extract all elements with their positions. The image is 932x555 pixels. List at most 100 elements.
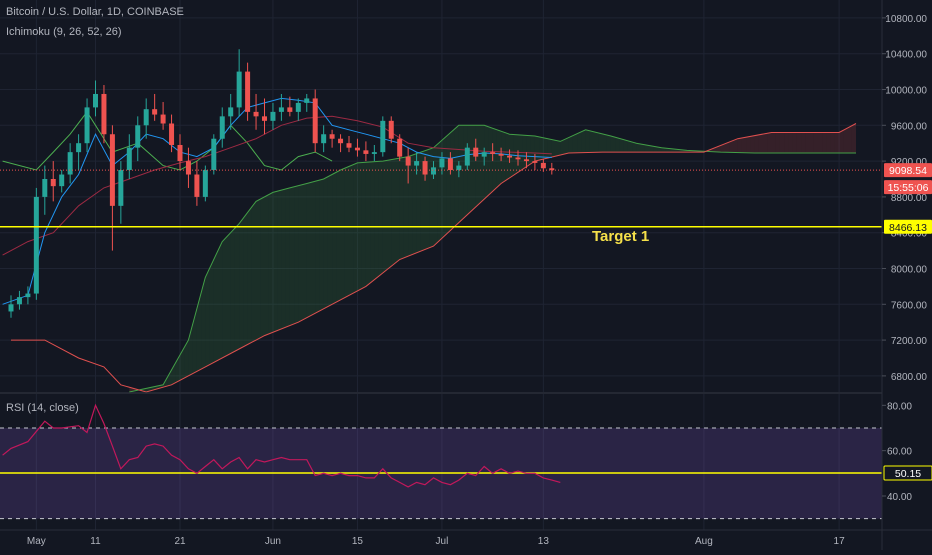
candle[interactable] [253,93,259,130]
kumo-segment [433,143,438,247]
candle[interactable] [245,62,251,121]
kumo-segment [323,176,328,309]
candle[interactable] [498,147,504,162]
candle[interactable] [50,161,56,202]
candle[interactable] [185,147,191,188]
candle[interactable] [481,147,487,166]
candle[interactable] [532,153,538,171]
time-axis[interactable]: May1121Jun15Jul13Aug17Sep [0,529,932,547]
candle[interactable] [523,152,529,169]
candle[interactable] [422,156,428,181]
candle[interactable] [101,85,107,144]
candle[interactable] [321,125,327,153]
kumo-segment [167,369,172,386]
kumo-segment [311,181,316,316]
candle[interactable] [295,98,301,121]
candle[interactable] [287,96,293,117]
candle-body [473,147,479,157]
candle[interactable] [405,147,411,184]
candle[interactable] [194,161,200,206]
candle[interactable] [177,134,183,171]
candle[interactable] [304,93,310,112]
kumo-segment [615,137,620,153]
candle[interactable] [76,134,82,171]
candle[interactable] [439,152,445,175]
kumo-segment [775,132,780,153]
price-tick-label: 10400.00 [885,50,927,61]
candle-body [515,157,521,160]
candle[interactable] [346,136,352,153]
candle[interactable] [25,286,31,305]
candle[interactable] [16,290,22,310]
candle-body [321,134,327,144]
candle[interactable] [464,143,470,171]
candle[interactable] [371,144,377,162]
kumo-segment [281,189,286,329]
candle[interactable] [135,116,141,162]
candle[interactable] [160,102,166,130]
candle[interactable] [447,152,453,175]
candle[interactable] [431,161,436,179]
rsi-line[interactable] [2,403,561,488]
candle[interactable] [388,116,394,144]
candle[interactable] [414,152,420,175]
candle[interactable] [397,134,403,162]
candle[interactable] [93,80,98,117]
candle[interactable] [118,161,124,224]
candle[interactable] [363,141,369,162]
candle[interactable] [152,93,158,121]
current-price-tag-text: 9098.54 [889,165,927,177]
candle[interactable] [211,134,217,175]
candle-body [67,152,73,175]
candle[interactable] [202,165,208,202]
candle[interactable] [312,89,318,153]
candle-body [126,147,132,171]
candle-body [253,111,259,117]
symbol-title[interactable]: Bitcoin / U.S. Dollar, 1D, COINBASE [6,6,184,18]
candle[interactable] [278,93,284,121]
ichimoku-cloud [129,123,856,392]
rsi-legend[interactable]: RSI (14, close) [6,402,79,414]
price-axis[interactable]: 6800.00 7200.00 7600.00 8000.00 8400.00 8800.… [881,0,932,550]
candle[interactable] [270,102,276,130]
countdown-tag: 15:55:06 [884,180,932,195]
candle[interactable] [473,138,479,162]
kumo-segment [564,137,569,154]
candle[interactable] [8,295,14,318]
candle[interactable] [236,49,242,117]
candle[interactable] [33,187,39,300]
kumo-segment [653,146,658,153]
candle[interactable] [456,161,462,178]
candle[interactable] [169,114,175,153]
candle[interactable] [67,143,73,184]
candle[interactable] [329,129,335,148]
candle[interactable] [84,98,90,153]
target-label[interactable]: Target 1 [592,228,649,245]
candle-body [177,144,183,162]
candle[interactable] [490,143,496,162]
candle[interactable] [338,134,344,153]
candle[interactable] [228,93,234,130]
candle[interactable] [59,170,65,193]
candle[interactable] [549,162,555,175]
candle[interactable] [42,165,48,215]
rsi-value-tag: 50.15 [883,465,932,481]
ichimoku-legend[interactable]: Ichimoku (9, 26, 52, 26) [6,26,122,38]
candle[interactable] [507,149,513,163]
candle[interactable] [109,125,115,251]
candle[interactable] [126,134,132,179]
kumo-segment [391,158,396,267]
candle[interactable] [380,116,386,157]
candle[interactable] [262,98,267,135]
kumo-segment [822,132,827,153]
candle[interactable] [143,98,149,139]
kumo-segment [598,132,603,153]
candle[interactable] [219,107,225,148]
rsi-pane[interactable] [0,403,882,520]
candle[interactable] [515,150,521,166]
candlestick-series[interactable] [8,49,555,318]
candle-body [33,196,39,294]
candle[interactable] [354,138,360,157]
